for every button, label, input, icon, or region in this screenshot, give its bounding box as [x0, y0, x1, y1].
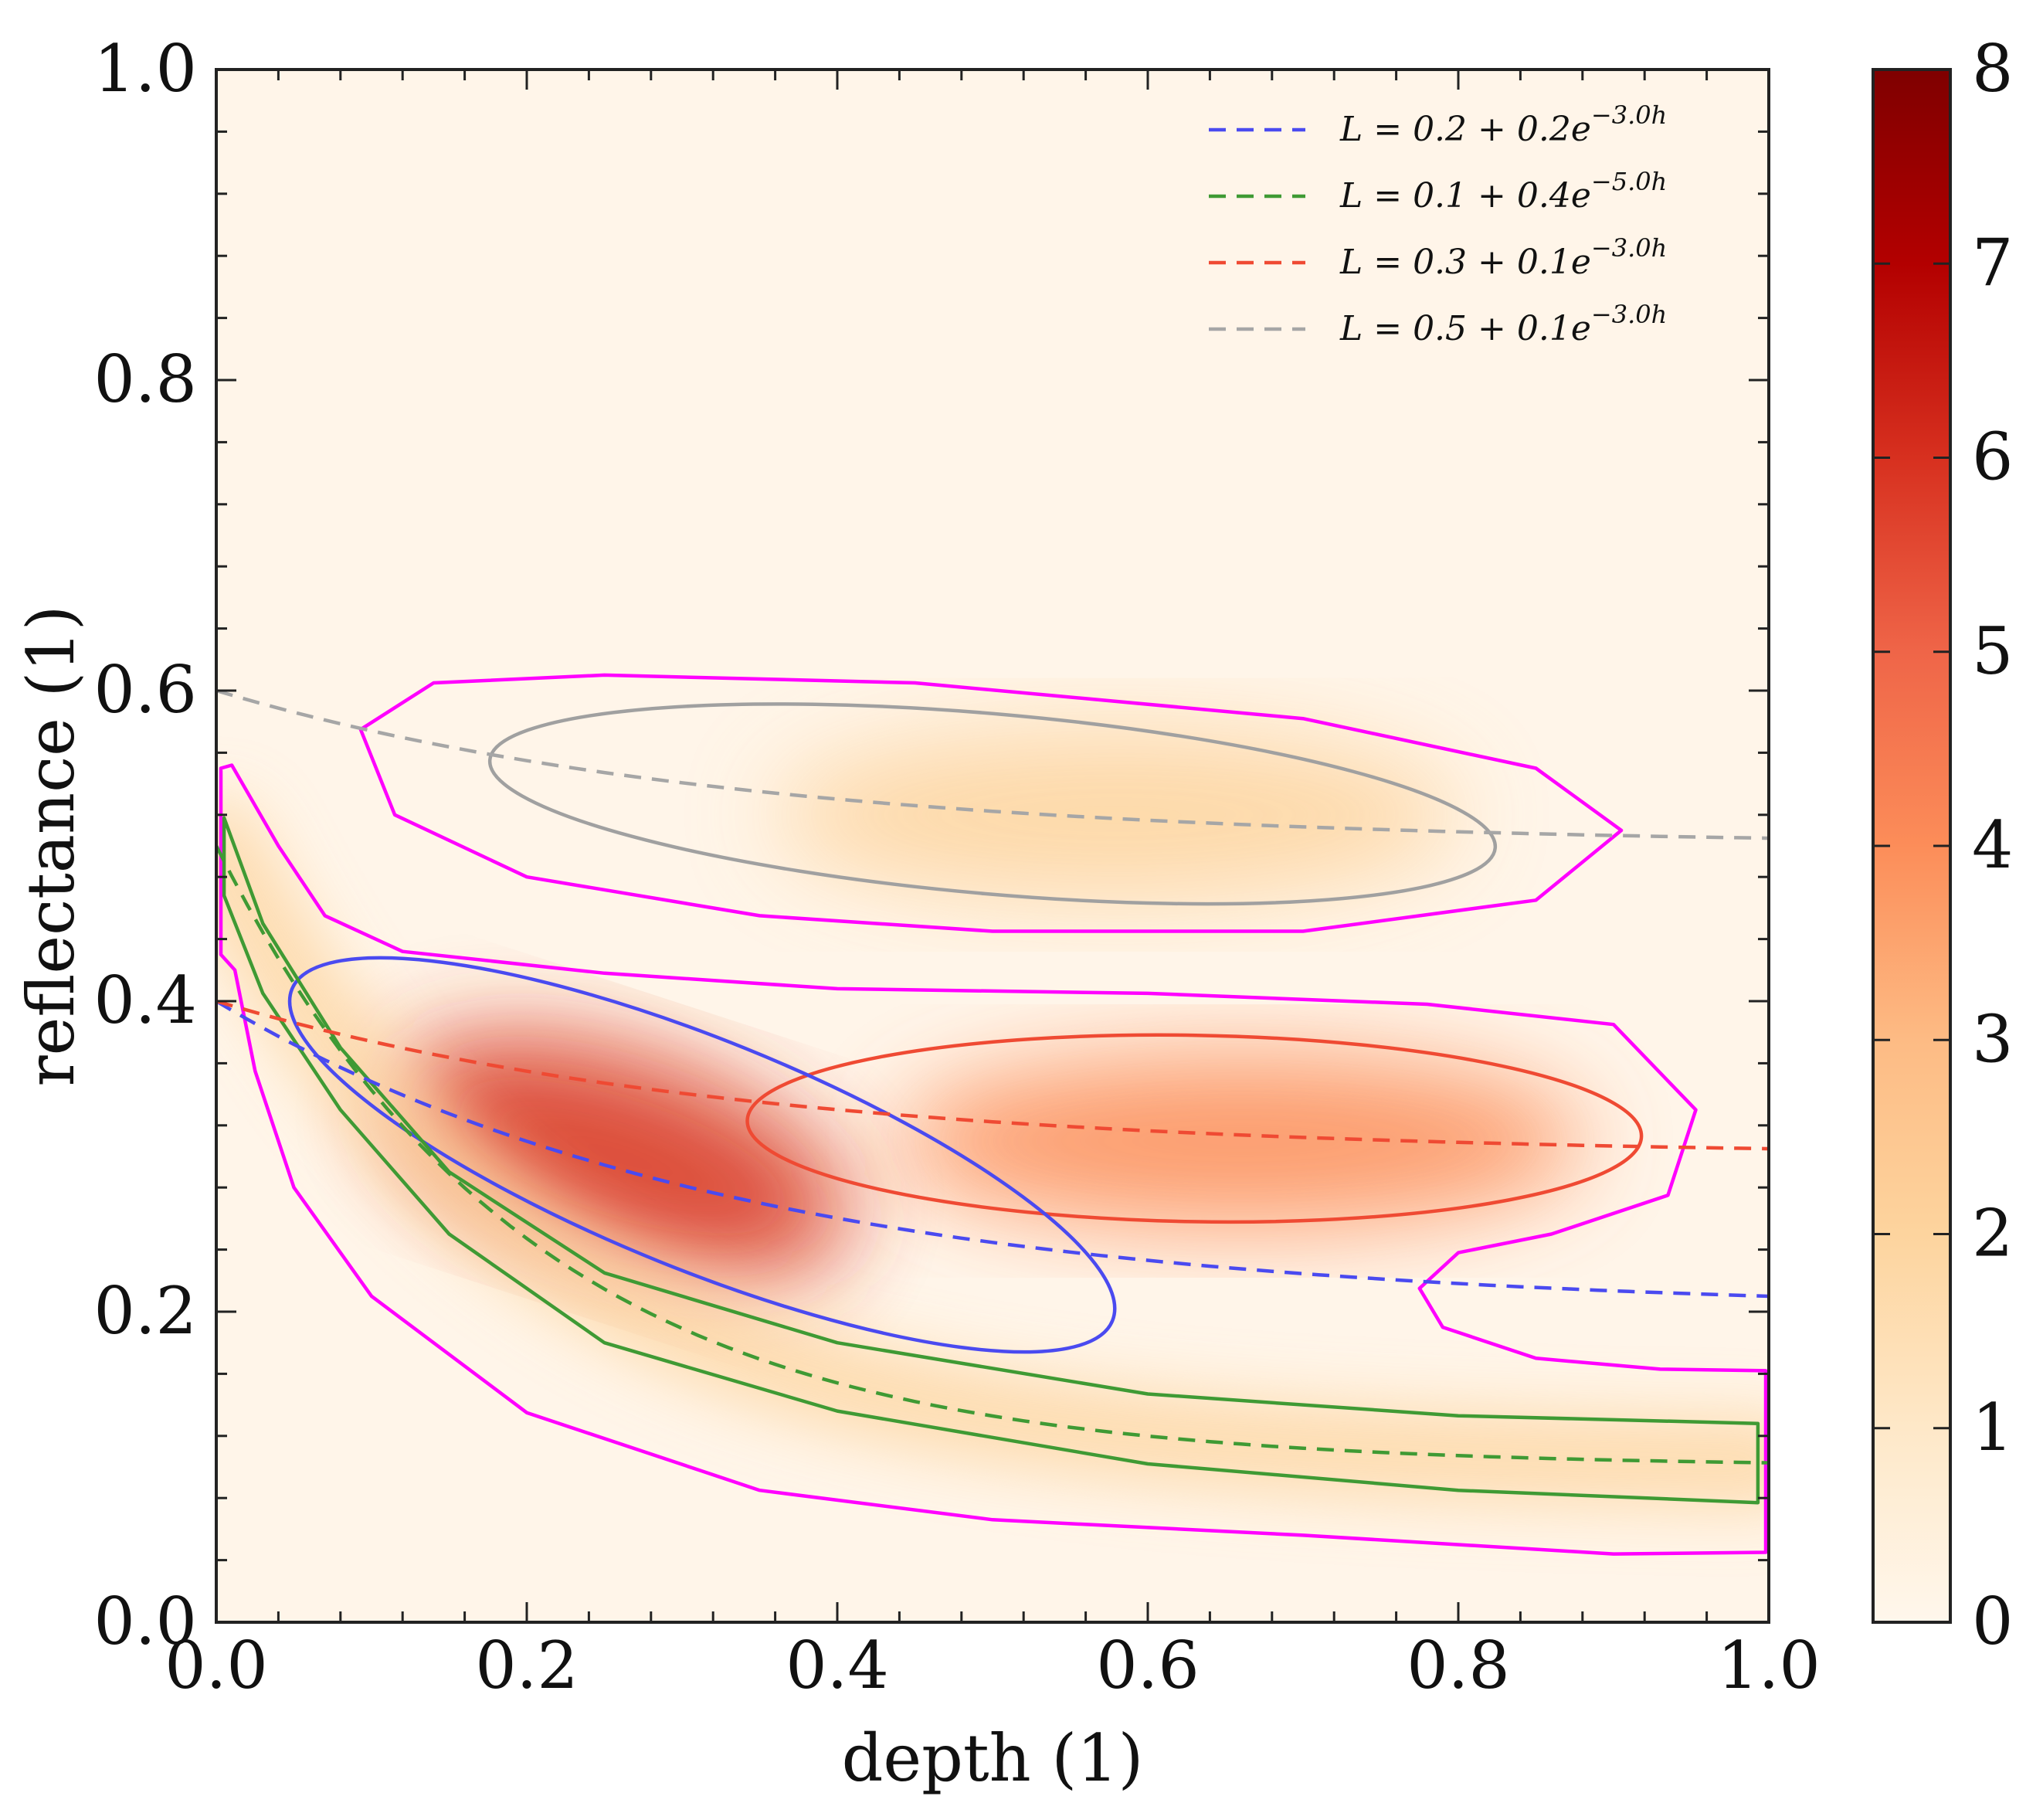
colorbar-tick-label: 5 — [1972, 613, 2013, 689]
legend-label-exponent: −5.0h — [1591, 167, 1667, 196]
contour-lines — [219, 673, 1768, 1556]
legend-label: L = 0.1 + 0.4e−5.0h — [1339, 167, 1667, 216]
curve-series-3 — [216, 688, 1769, 840]
y-tick-label: 1.0 — [93, 31, 197, 107]
legend-label-part: 0.2 — [1413, 110, 1467, 149]
colorbar-tick-label: 2 — [1972, 1196, 2013, 1272]
x-tick-label: 0.2 — [475, 1628, 579, 1703]
legend-label-part: 0.2e — [1517, 110, 1591, 149]
x-tick-labels: 0.0 0.2 0.4 0.6 0.8 1.0 — [165, 1628, 1821, 1703]
model-curves — [216, 688, 1769, 1465]
legend: L = 0.2 + 0.2e−3.0hL = 0.1 + 0.4e−5.0hL … — [1209, 100, 1667, 348]
legend-label-part: + — [1467, 309, 1517, 348]
contour-4 — [219, 763, 1768, 1556]
x-tick-label: 1.0 — [1717, 1628, 1821, 1703]
legend-label: L = 0.2 + 0.2e−3.0h — [1339, 100, 1667, 149]
x-tick-label: 0.4 — [786, 1628, 889, 1703]
plot-frame — [215, 68, 1770, 1624]
contour-2 — [287, 956, 1117, 1354]
legend-label-part: + — [1467, 176, 1517, 216]
curve-series-0 — [216, 1000, 1769, 1299]
legend-label-part: L — [1339, 243, 1363, 282]
legend-label-part: 0.4e — [1517, 176, 1591, 216]
colorbar-ticks: 0 1 2 3 4 5 6 7 8 — [1873, 31, 2013, 1659]
contour-0 — [487, 702, 1498, 906]
legend-label-part: L — [1339, 176, 1363, 216]
legend-label-part: 0.1e — [1517, 309, 1591, 348]
x-axis-title: depth (1) — [842, 1720, 1144, 1796]
legend-label: L = 0.5 + 0.1e−3.0h — [1339, 300, 1667, 348]
legend-label-exponent: −3.0h — [1591, 300, 1667, 329]
colorbar-tick-label: 7 — [1972, 225, 2013, 301]
y-tick-label: 0.0 — [93, 1584, 197, 1659]
y-tick-label: 0.4 — [93, 963, 197, 1038]
contour-3 — [358, 673, 1624, 933]
y-tick-label: 0.2 — [93, 1273, 197, 1349]
y-tick-label: 0.8 — [93, 341, 197, 417]
density-blob-1 — [898, 1055, 1584, 1227]
colorbar-tick-label: 8 — [1972, 31, 2013, 107]
contour-1 — [745, 1033, 1644, 1224]
colorbar-tick-label: 6 — [1972, 419, 2013, 495]
plot-area — [215, 68, 1770, 1624]
colorbar-tick-label: 3 — [1972, 1001, 2013, 1077]
legend-label-exponent: −3.0h — [1591, 233, 1667, 263]
y-axis-title: reflectance (1) — [13, 605, 89, 1086]
colorbar-tick-label: 0 — [1972, 1584, 2013, 1659]
legend-label-part: + — [1467, 110, 1517, 149]
legend-label-exponent: −3.0h — [1591, 100, 1667, 130]
legend-label-part: L — [1339, 110, 1363, 149]
x-tick-label: 0.6 — [1096, 1628, 1200, 1703]
legend-label-part: L — [1339, 309, 1363, 348]
colorbar: 0 1 2 3 4 5 6 7 8 — [1872, 31, 2013, 1659]
y-tick-labels: 0.0 0.2 0.4 0.6 0.8 1.0 — [93, 31, 197, 1659]
legend-label-part: + — [1467, 243, 1517, 282]
curve-series-2 — [216, 999, 1769, 1151]
density-blob-0 — [773, 729, 1461, 901]
legend-label-part: = — [1363, 176, 1413, 216]
colorbar-tick-label: 1 — [1972, 1390, 2013, 1465]
legend-label-part: = — [1363, 243, 1413, 282]
x-tick-label: 0.0 — [165, 1628, 268, 1703]
colorbar-tick-label: 4 — [1972, 807, 2013, 883]
legend-label-part: 0.3 — [1413, 243, 1467, 282]
legend-label-part: 0.1 — [1413, 176, 1467, 216]
legend-label-part: 0.1e — [1517, 243, 1591, 282]
y-tick-label: 0.6 — [93, 652, 197, 728]
legend-label-part: = — [1363, 309, 1413, 348]
curve-series-1 — [216, 844, 1769, 1465]
legend-label-part: = — [1363, 110, 1413, 149]
legend-label: L = 0.3 + 0.1e−3.0h — [1339, 233, 1667, 282]
legend-label-part: 0.5 — [1413, 309, 1467, 348]
axis-ticks — [215, 68, 1770, 1624]
x-tick-label: 0.8 — [1407, 1628, 1510, 1703]
